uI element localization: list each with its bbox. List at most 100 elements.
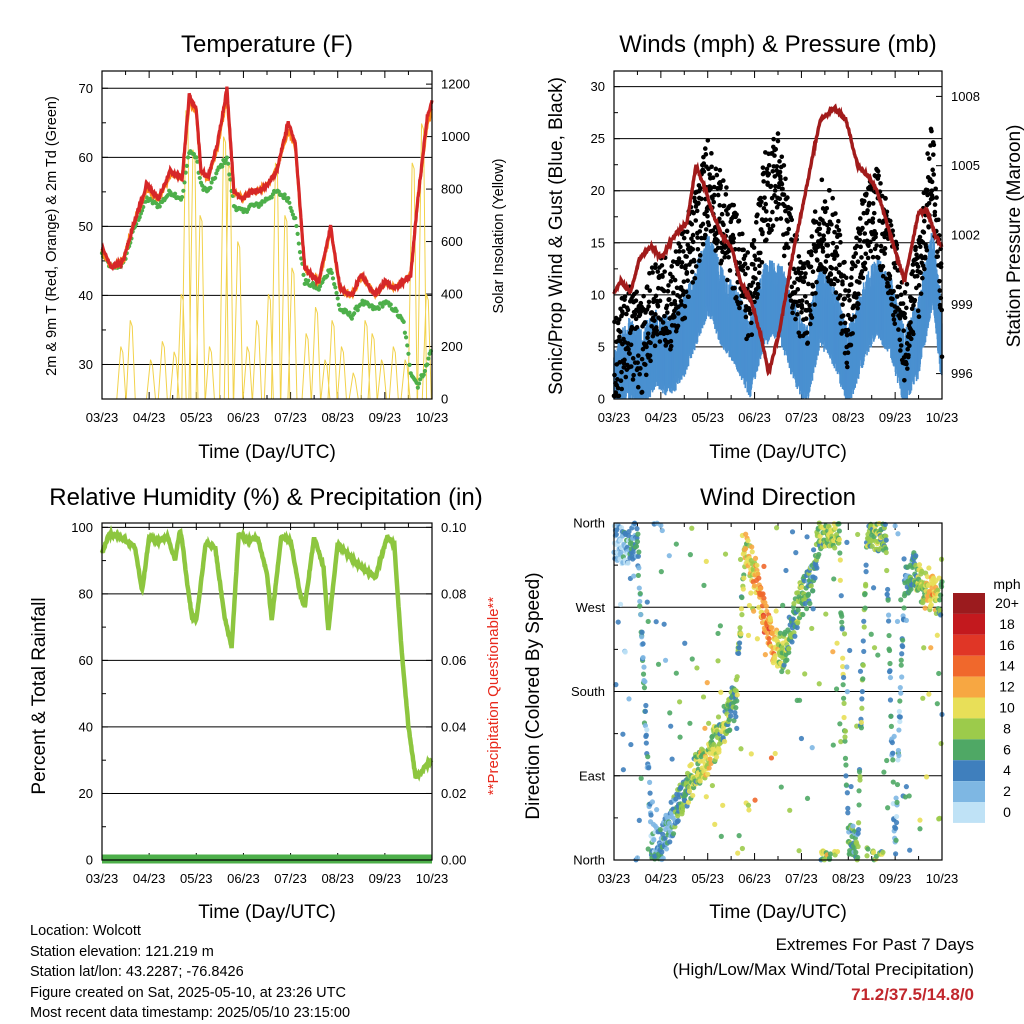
gust-point bbox=[647, 288, 653, 293]
gust-point bbox=[724, 228, 730, 234]
gust-point bbox=[662, 313, 667, 319]
gust-point bbox=[762, 195, 767, 200]
gust-point bbox=[652, 343, 658, 349]
gust-point bbox=[753, 220, 759, 225]
gust-point bbox=[849, 317, 855, 322]
direction-point bbox=[893, 837, 899, 843]
dewpoint-point bbox=[194, 155, 199, 160]
gust-point bbox=[883, 196, 888, 201]
gust-point bbox=[774, 164, 780, 169]
y-tick-label: 10 bbox=[591, 287, 605, 302]
direction-point bbox=[714, 754, 720, 760]
gust-point bbox=[878, 243, 884, 249]
direction-point bbox=[809, 744, 815, 751]
gust-point bbox=[617, 329, 623, 334]
gust-point bbox=[824, 206, 830, 211]
direction-point bbox=[885, 612, 892, 618]
gust-point bbox=[667, 297, 672, 302]
direction-point bbox=[841, 700, 847, 706]
direction-point bbox=[926, 565, 932, 571]
gust-point bbox=[624, 311, 629, 317]
y-tick-label: 60 bbox=[79, 150, 93, 165]
gust-point bbox=[630, 356, 636, 361]
gust-point bbox=[779, 154, 785, 160]
gust-point bbox=[855, 259, 861, 265]
dewpoint-point bbox=[416, 381, 422, 386]
gust-point bbox=[737, 305, 742, 311]
direction-point bbox=[854, 723, 860, 729]
x-tick-label: 04/23 bbox=[645, 410, 678, 425]
plot-frame bbox=[613, 522, 943, 861]
direction-point bbox=[863, 562, 869, 568]
gust-point bbox=[731, 235, 737, 241]
gust-point bbox=[891, 289, 896, 294]
gust-point bbox=[932, 209, 938, 215]
direction-point bbox=[848, 783, 854, 790]
gust-point bbox=[633, 298, 639, 303]
gust-point bbox=[682, 315, 688, 321]
gust-point bbox=[726, 254, 731, 260]
gust-point bbox=[825, 222, 830, 228]
series-relative-humidity bbox=[99, 524, 434, 782]
direction-point bbox=[896, 752, 902, 759]
dewpoint-point bbox=[376, 306, 382, 312]
gust-point bbox=[803, 316, 809, 322]
direction-point bbox=[620, 767, 626, 773]
dewpoint-point bbox=[180, 194, 185, 200]
direction-point bbox=[741, 575, 747, 581]
gust-point bbox=[763, 217, 769, 223]
direction-point bbox=[837, 721, 843, 727]
direction-point bbox=[686, 788, 693, 794]
direction-point bbox=[841, 674, 847, 681]
gust-point bbox=[915, 264, 921, 269]
direction-point bbox=[863, 583, 869, 589]
direction-point bbox=[833, 686, 840, 692]
direction-point bbox=[893, 795, 899, 801]
gust-point bbox=[776, 201, 782, 207]
dewpoint-point bbox=[332, 281, 337, 287]
gust-point bbox=[725, 211, 730, 217]
gust-point bbox=[871, 210, 877, 216]
gust-point bbox=[765, 180, 770, 186]
direction-point bbox=[823, 611, 829, 617]
winds-plot: 0 5 10 15 20 25 30 03/23 04/23 05/23 06/23 07/23 08/… bbox=[591, 70, 980, 425]
gust-point bbox=[669, 301, 674, 307]
direction-point bbox=[809, 625, 815, 632]
direction-point bbox=[890, 779, 896, 785]
gust-point bbox=[631, 372, 636, 378]
gust-point bbox=[772, 188, 778, 193]
gust-point bbox=[710, 228, 716, 233]
gust-point bbox=[685, 278, 691, 283]
humidity-ylabel-left: Percent & Total Rainfall bbox=[29, 597, 50, 794]
direction-point bbox=[810, 588, 816, 594]
direction-point bbox=[638, 775, 644, 781]
direction-point bbox=[682, 640, 688, 646]
y-tick-label: 30 bbox=[591, 79, 605, 94]
gust-point bbox=[640, 346, 646, 352]
gust-point bbox=[748, 311, 753, 316]
gust-point bbox=[781, 163, 787, 168]
winds-xlabel: Time (Day/UTC) bbox=[709, 442, 847, 463]
direction-point bbox=[860, 676, 866, 682]
direction-point bbox=[842, 734, 848, 740]
y-tick-label: 50 bbox=[79, 219, 93, 234]
gust-point bbox=[832, 256, 837, 262]
direction-point bbox=[645, 846, 651, 852]
colorbar-swatch bbox=[953, 593, 985, 614]
gust-point bbox=[834, 245, 840, 250]
direction-point bbox=[715, 658, 721, 664]
gust-point bbox=[830, 195, 835, 201]
gust-point bbox=[700, 241, 706, 247]
gust-point bbox=[878, 181, 883, 186]
gust-point bbox=[807, 321, 813, 327]
x-tick-label: 04/23 bbox=[645, 871, 678, 886]
gust-point bbox=[664, 310, 670, 315]
direction-point bbox=[860, 638, 866, 644]
gust-point bbox=[784, 241, 789, 247]
direction-point bbox=[928, 645, 934, 651]
dewpoint-point bbox=[289, 209, 294, 214]
direction-point bbox=[703, 794, 709, 800]
gust-point bbox=[926, 224, 932, 230]
gust-point bbox=[727, 268, 733, 273]
gust-point bbox=[897, 337, 903, 343]
